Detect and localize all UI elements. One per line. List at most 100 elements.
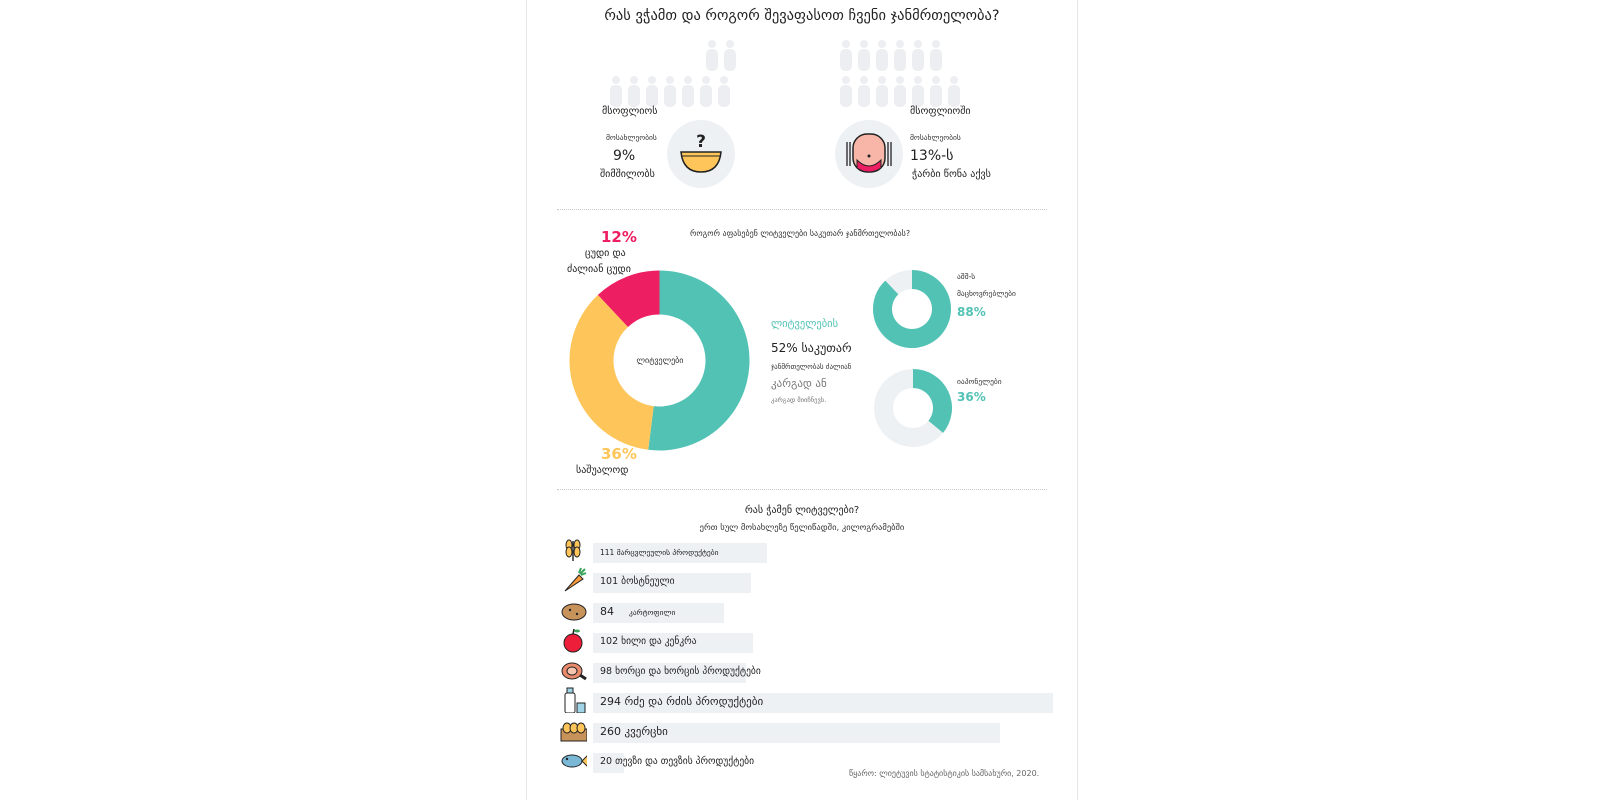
good-line3: ჯანმრთელობას ძალიან	[771, 363, 852, 371]
person-icon	[840, 76, 852, 107]
fish-icon	[561, 754, 587, 768]
food-bar-row: 102 ხილი და კენკრა	[555, 628, 1055, 653]
section-divider	[557, 209, 1047, 210]
left-stat-line1: მსოფლიოს	[602, 106, 658, 117]
person-icon	[706, 40, 718, 71]
right-stat-line1: მსოფლიოში	[910, 106, 971, 117]
food-bar-row: 20 თევზი და თევზის პროდუქტები	[555, 751, 1055, 773]
food-bar	[593, 663, 746, 683]
potato-icon	[561, 603, 587, 621]
bad-pct: 12%	[601, 228, 637, 246]
milk-icon	[564, 687, 586, 713]
avg-pct: 36%	[601, 445, 637, 463]
source-note: წყარო: ლიეტუვის სტატისტიკის სამსახური, 2…	[849, 769, 1040, 778]
person-icon	[724, 40, 736, 71]
bad-line1: ცუდი და	[585, 248, 626, 259]
food-bar-row: 111 მარცვლეულის პროდუქტები	[555, 539, 1055, 563]
person-icon	[628, 76, 640, 107]
donut-slice-usa	[873, 270, 951, 348]
food-title: რას ჭამენ ლიტველები?	[744, 505, 860, 516]
person-icon	[876, 76, 888, 107]
person-icon	[912, 40, 924, 71]
food-bar-label: კარტოფილი	[629, 608, 676, 617]
food-bar-row: 101 ბოსტნეული	[555, 567, 1055, 593]
eggs-icon	[560, 722, 587, 742]
person-icon	[876, 40, 888, 71]
person-icon	[858, 40, 870, 71]
japan-line1: იაპონელები	[957, 377, 1002, 386]
person-icon	[664, 76, 676, 107]
food-bar-label: 294 რძე და რძის პროდუქტები	[600, 695, 764, 708]
person-icon	[894, 40, 906, 71]
good-line2: 52% საკუთარ	[771, 341, 852, 355]
japan-pct: 36%	[957, 390, 986, 404]
food-bar-row: 98 ხორცი და ხორცის პროდუქტები	[555, 661, 1055, 683]
food-bar	[593, 543, 767, 563]
food-bar-label: 20 თევზი და თევზის პროდუქტები	[600, 756, 755, 767]
person-icon	[912, 76, 924, 107]
good-line4: კარგად ან	[771, 377, 827, 390]
person-icon	[610, 76, 622, 107]
food-bar-label: 260 კვერცხი	[600, 725, 668, 738]
food-bar	[593, 753, 624, 773]
person-icon	[700, 76, 712, 107]
main-donut-chart	[569, 270, 750, 451]
food-bar-row: 294 რძე და რძის პროდუქტები	[555, 687, 1055, 713]
food-bar-number: 84	[600, 605, 614, 618]
bad-line2: ძალიან ცუდი	[567, 264, 631, 275]
usa-line2: მაცხოვრებლები	[957, 289, 1016, 298]
people-icon-group-right	[840, 40, 960, 107]
food-bar-label: 98 ხორცი და ხორცის პროდუქტები	[600, 666, 761, 677]
apple-icon	[563, 628, 583, 653]
bowl-icon-circle: ?	[667, 120, 735, 188]
svg-text:?: ?	[696, 132, 706, 152]
donut-slice-average	[569, 294, 654, 450]
ham-icon	[561, 662, 587, 681]
page-title: რას ვჭამთ და როგორ შევაფასოთ ჩვენი ჯანმრ…	[604, 8, 1000, 24]
japan-donut-chart	[874, 369, 952, 447]
person-icon	[840, 40, 852, 71]
food-bar	[593, 693, 1053, 713]
usa-pct: 88%	[957, 305, 986, 319]
donut-slice-good	[648, 270, 750, 451]
right-stat-line3: ჭარბი წონა აქვს	[912, 169, 991, 180]
usa-line1: აშშ-ს	[957, 272, 976, 281]
usa-donut-chart	[873, 270, 951, 348]
food-bar-label: 111 მარცვლეულის პროდუქტები	[600, 548, 719, 557]
people-icon-group-left	[610, 40, 736, 107]
person-icon	[858, 76, 870, 107]
empty-bowl-icon: ?	[680, 132, 722, 173]
food-bar	[593, 633, 753, 653]
donut-center-label: ლიტველები	[636, 356, 684, 365]
right-stat-line2: მოსახლეობის	[910, 133, 961, 142]
person-icon	[718, 76, 730, 107]
carrot-icon	[564, 567, 587, 592]
food-bar	[593, 573, 751, 593]
person-icon	[682, 76, 694, 107]
food-bar-row: 84 კარტოფილი	[555, 601, 1055, 623]
avg-line1: საშუალოდ	[576, 465, 629, 476]
food-bar-label: 101 ბოსტნეული	[600, 576, 675, 587]
food-subtitle: ერთ სულ მოსახლეზე წელიწადში, კილოგრამებშ…	[699, 523, 905, 533]
person-icon	[930, 40, 942, 71]
good-line5: კარგად მიიჩნევს.	[771, 396, 827, 404]
donut-question: როგორ აფასებენ ლიტველები საკუთარ ჯანმრთე…	[690, 229, 911, 238]
food-bar	[593, 723, 1000, 743]
person-icon	[948, 76, 960, 107]
donut-slice-bad	[597, 270, 660, 327]
left-stat-line2: მოსახლეობის	[606, 133, 657, 142]
left-stat-value: 9%	[613, 148, 636, 164]
wheat-icon	[565, 539, 581, 561]
food-bar-label: 102 ხილი და კენკრა	[600, 636, 697, 647]
left-stat-line3: შიმშილობს	[600, 169, 655, 180]
person-icon	[930, 76, 942, 107]
food-bar	[593, 603, 724, 623]
person-icon	[646, 76, 658, 107]
right-stat-value: 13%-ს	[910, 148, 954, 164]
belly-icon-circle	[835, 120, 903, 188]
donut-slice-japan	[913, 369, 952, 433]
good-line1: ლიტველების	[771, 318, 839, 330]
infographic-card: რას ვჭამთ და როგორ შევაფასოთ ჩვენი ჯანმრ…	[526, 0, 1078, 800]
person-icon	[894, 76, 906, 107]
food-bar-row: 260 კვერცხი	[555, 721, 1055, 743]
